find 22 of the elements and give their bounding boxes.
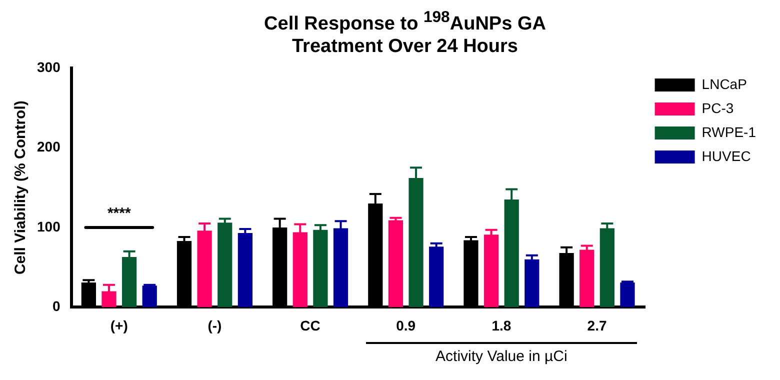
- bar: [388, 220, 404, 308]
- legend-label: LNCaP: [702, 76, 747, 92]
- chart-title: Cell Response to $^{198}$AuNPs GA Treatment Over 24 Hours: [263, 8, 547, 58]
- x-tick-label: 2.7: [587, 317, 607, 334]
- y-tick-label: 0: [52, 298, 61, 314]
- bar: [429, 246, 444, 308]
- y-tick-label: 100: [37, 218, 61, 234]
- annotation: ****: [107, 205, 131, 222]
- bar: [620, 282, 635, 308]
- legend-label: HUVEC: [702, 148, 751, 164]
- bar: [142, 286, 157, 308]
- x-tick-label: (-): [208, 317, 222, 334]
- legend-label: PC-3: [702, 100, 734, 116]
- x-tick-label: 0.9: [396, 317, 416, 334]
- y-tick-label: 300: [37, 58, 61, 75]
- text: Activity Value in µCi: [434, 348, 568, 365]
- legend-label: RWPE-1: [702, 124, 756, 140]
- y-tick-label: 200: [37, 138, 61, 155]
- x-tick-label: (+): [110, 317, 128, 334]
- y-axis-title: Cell Viability (% Control): [12, 100, 30, 275]
- x-tick-label: 1.8: [492, 317, 512, 334]
- x-tick-label: CC: [300, 317, 320, 334]
